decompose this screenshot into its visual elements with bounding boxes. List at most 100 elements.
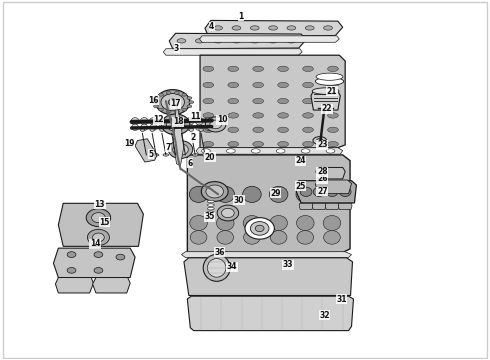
Ellipse shape	[296, 186, 315, 202]
Ellipse shape	[305, 26, 314, 30]
Text: 4: 4	[209, 22, 215, 31]
Ellipse shape	[150, 124, 157, 131]
Ellipse shape	[328, 98, 338, 104]
Ellipse shape	[192, 154, 198, 156]
Ellipse shape	[300, 187, 312, 197]
Text: 26: 26	[317, 175, 327, 184]
Ellipse shape	[278, 66, 289, 72]
Ellipse shape	[87, 229, 109, 246]
Ellipse shape	[324, 230, 340, 244]
Text: 24: 24	[295, 157, 305, 166]
Ellipse shape	[189, 101, 194, 104]
Ellipse shape	[159, 93, 164, 96]
Polygon shape	[311, 91, 340, 110]
Ellipse shape	[287, 26, 296, 30]
Ellipse shape	[144, 154, 149, 156]
Ellipse shape	[278, 98, 289, 104]
Ellipse shape	[326, 187, 338, 197]
Polygon shape	[205, 21, 343, 36]
Text: 18: 18	[173, 117, 183, 126]
Text: 23: 23	[317, 140, 327, 149]
Ellipse shape	[253, 82, 264, 87]
Polygon shape	[316, 180, 351, 194]
Text: 31: 31	[337, 294, 347, 303]
Ellipse shape	[278, 113, 289, 118]
Polygon shape	[93, 278, 130, 293]
Ellipse shape	[328, 66, 338, 72]
Ellipse shape	[177, 118, 185, 125]
Ellipse shape	[278, 82, 289, 87]
Text: 21: 21	[327, 86, 337, 95]
Ellipse shape	[94, 267, 103, 273]
Ellipse shape	[207, 200, 214, 203]
Text: 11: 11	[190, 112, 200, 121]
Polygon shape	[53, 248, 135, 278]
Ellipse shape	[189, 186, 208, 202]
Ellipse shape	[187, 124, 194, 131]
Ellipse shape	[201, 181, 228, 201]
Ellipse shape	[226, 149, 235, 153]
Ellipse shape	[276, 149, 285, 153]
Polygon shape	[58, 203, 144, 246]
Ellipse shape	[296, 216, 314, 230]
Ellipse shape	[67, 252, 76, 257]
Ellipse shape	[253, 113, 264, 118]
Text: 14: 14	[90, 239, 100, 248]
Ellipse shape	[196, 124, 202, 131]
Polygon shape	[135, 139, 157, 162]
Text: 34: 34	[226, 262, 237, 271]
Ellipse shape	[303, 82, 314, 87]
Text: 13: 13	[95, 200, 105, 209]
Ellipse shape	[168, 118, 175, 125]
Polygon shape	[196, 148, 343, 154]
Ellipse shape	[328, 113, 338, 118]
Polygon shape	[187, 296, 353, 330]
Ellipse shape	[168, 124, 175, 131]
Ellipse shape	[131, 118, 139, 125]
Ellipse shape	[328, 82, 338, 87]
Text: 35: 35	[205, 212, 215, 221]
Ellipse shape	[150, 128, 154, 131]
Ellipse shape	[228, 82, 239, 87]
Ellipse shape	[328, 141, 338, 147]
Ellipse shape	[172, 154, 178, 156]
Polygon shape	[296, 181, 356, 203]
Ellipse shape	[214, 26, 222, 30]
Ellipse shape	[203, 66, 214, 72]
Ellipse shape	[287, 39, 296, 43]
Ellipse shape	[187, 96, 192, 99]
Ellipse shape	[217, 205, 239, 221]
Ellipse shape	[153, 105, 158, 108]
Text: 28: 28	[317, 167, 327, 176]
Ellipse shape	[196, 118, 203, 125]
Ellipse shape	[177, 124, 184, 131]
Text: 5: 5	[148, 150, 154, 159]
Polygon shape	[187, 155, 350, 252]
Ellipse shape	[159, 124, 166, 131]
Ellipse shape	[250, 39, 259, 43]
Ellipse shape	[94, 252, 103, 257]
Ellipse shape	[186, 118, 194, 125]
Ellipse shape	[270, 216, 288, 230]
Ellipse shape	[339, 187, 351, 197]
Ellipse shape	[205, 124, 212, 131]
Ellipse shape	[253, 66, 264, 72]
Polygon shape	[338, 203, 352, 210]
Ellipse shape	[140, 128, 145, 131]
Ellipse shape	[313, 187, 325, 197]
Ellipse shape	[313, 136, 327, 144]
Ellipse shape	[203, 127, 214, 132]
Ellipse shape	[149, 118, 157, 125]
Ellipse shape	[270, 230, 287, 244]
Ellipse shape	[196, 39, 204, 43]
Ellipse shape	[255, 225, 264, 231]
Ellipse shape	[244, 230, 260, 244]
Ellipse shape	[253, 141, 264, 147]
Ellipse shape	[174, 110, 179, 113]
Text: 10: 10	[217, 115, 227, 124]
Ellipse shape	[140, 118, 148, 125]
Ellipse shape	[206, 185, 223, 198]
Ellipse shape	[203, 141, 214, 147]
Ellipse shape	[207, 207, 214, 210]
Ellipse shape	[170, 128, 174, 131]
